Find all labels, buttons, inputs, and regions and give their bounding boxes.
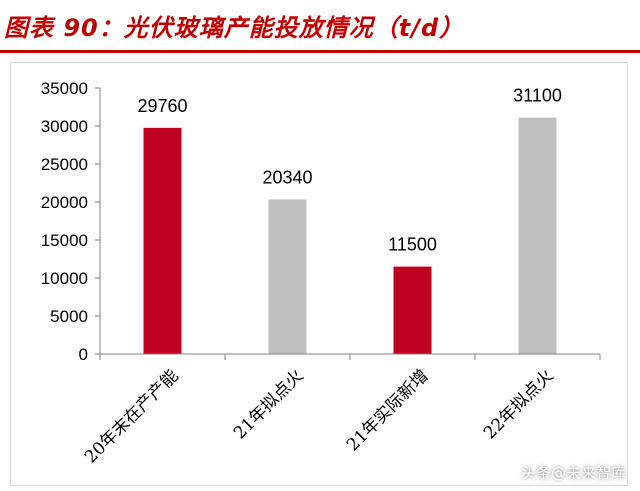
chart-title: 图表 90：光伏玻璃产能投放情况（t/d） [4,14,465,42]
bar [268,199,307,354]
y-axis: 0 5000 10000 15000 20000 25000 30000 35000 [41,79,101,364]
y-tick-label: 35000 [41,79,88,98]
y-tick-label: 30000 [41,117,88,136]
report-header: 图表 90：光伏玻璃产能投放情况（t/d） [0,0,640,53]
watermark-text: 头条@未来智库 [520,464,626,482]
y-tick-label: 0 [79,345,88,364]
x-category-label: 22年拟点火 [480,366,558,444]
y-tick-label: 25000 [41,155,88,174]
chart-frame [10,62,628,486]
data-label: 31100 [513,86,562,106]
x-category-label: 21年实际新增 [343,366,433,456]
x-category-label: 21年拟点火 [230,366,308,444]
title-divider [0,50,640,53]
y-tick-label: 15000 [41,231,88,250]
y-tick-label: 10000 [41,269,88,288]
data-labels: 29760 20340 11500 31100 [137,86,561,255]
bar [143,127,182,354]
x-axis: 20年末在产产能 21年拟点火 21年实际新增 22年拟点火 [81,353,601,468]
bar [393,266,432,354]
bars [143,117,557,354]
y-tick-label: 5000 [50,307,88,326]
y-tick-label: 20000 [41,193,88,212]
data-label: 20340 [262,167,312,187]
bar [518,117,557,354]
x-category-label: 20年末在产产能 [81,366,183,468]
data-label: 11500 [388,235,437,255]
data-label: 29760 [137,96,187,116]
